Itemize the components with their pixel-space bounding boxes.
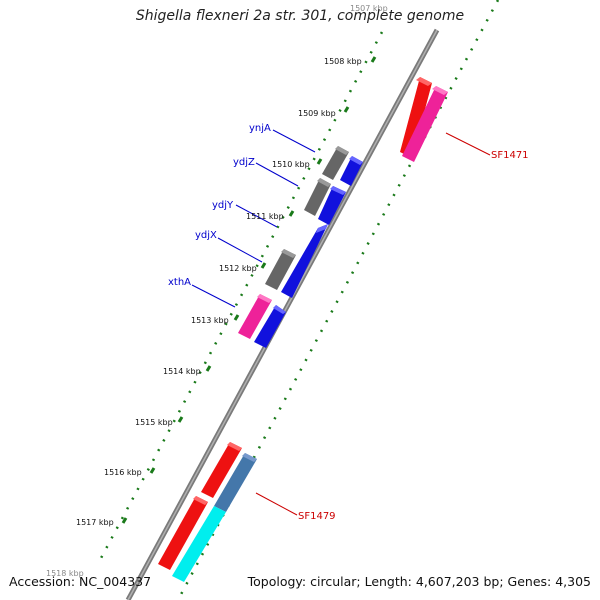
accession-text: Accession: NC_004337 <box>9 574 152 589</box>
gene-sf1479-red-a <box>201 442 242 498</box>
kbp-label: 1508 kbp <box>324 57 362 66</box>
kbp-label: 1512 kbp <box>219 264 257 273</box>
gene-blocks <box>158 77 448 582</box>
gene-ydjY <box>281 224 328 298</box>
major-ticks <box>121 56 377 524</box>
gene-labels: ynjA ydjZ ydjY ydjX xthA SF1471 SF1479 <box>168 123 529 522</box>
gene-xthA-blue <box>254 305 286 348</box>
kbp-label: 1518 kbp <box>46 569 84 578</box>
gene-label-xthA: xthA <box>168 277 191 288</box>
gene-label-ydjY: ydjY <box>212 200 234 211</box>
genome-summary-text: Topology: circular; Length: 4,607,203 bp… <box>247 574 591 589</box>
leader-lines <box>191 129 491 516</box>
gene-sf1471-red <box>400 77 432 158</box>
kbp-label: 1514 kbp <box>163 367 201 376</box>
kbp-label: 1515 kbp <box>135 418 173 427</box>
gene-label-sf1471: SF1471 <box>491 150 529 161</box>
gene-sf1479-steel <box>214 453 257 512</box>
kbp-labels: 1507 kbp 1508 kbp 1509 kbp 1510 kbp 1511… <box>46 4 388 578</box>
gene-ydjX <box>265 249 296 290</box>
gene-ynjA <box>322 146 349 180</box>
gene-label-sf1479: SF1479 <box>298 511 336 522</box>
kbp-label: 1511 kbp <box>246 212 284 221</box>
gene-sf1479-red-b <box>158 496 208 570</box>
kbp-label: 1507 kbp <box>350 4 388 13</box>
kbp-label: 1509 kbp <box>298 109 336 118</box>
kbp-label: 1516 kbp <box>104 468 142 477</box>
gene-sf1471-pink <box>402 86 448 162</box>
gene-ydjZ <box>304 178 331 216</box>
kbp-label: 1510 kbp <box>272 160 310 169</box>
gene-ydjZ-blue <box>318 186 346 225</box>
gene-label-ydjX: ydjX <box>195 230 217 241</box>
left-tick-line <box>98 31 384 561</box>
kbp-label: 1513 kbp <box>191 316 229 325</box>
gene-sf1479-cyan <box>172 506 226 582</box>
kbp-label: 1517 kbp <box>76 518 114 527</box>
genome-title: Shigella flexneri 2a str. 301, complete … <box>135 8 465 24</box>
gene-xthA <box>238 294 272 339</box>
gene-label-ydjZ: ydjZ <box>233 157 255 168</box>
gene-label-ynjA: ynjA <box>249 123 271 134</box>
